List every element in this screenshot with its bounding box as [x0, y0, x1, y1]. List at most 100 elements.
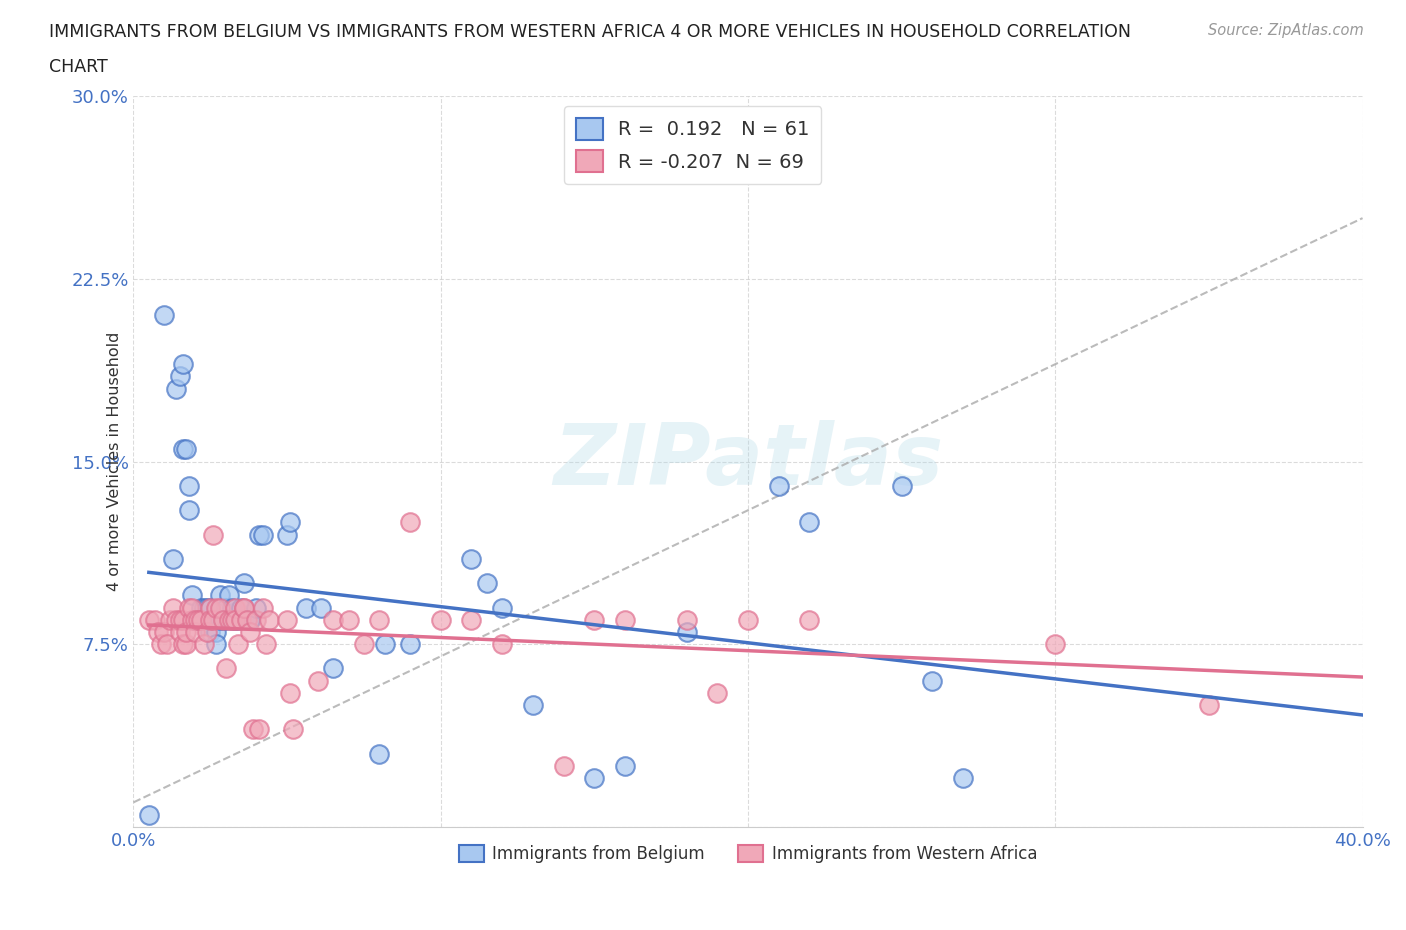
Point [737, 612, 759, 627]
Point [233, 600, 256, 615]
Point [180, 588, 202, 603]
Point [553, 758, 575, 773]
Point [890, 478, 912, 493]
Point [252, 600, 274, 615]
Point [337, 612, 360, 627]
Point [177, 600, 200, 615]
Point [368, 612, 391, 627]
Point [202, 612, 225, 627]
Legend: Immigrants from Belgium, Immigrants from Western Africa: Immigrants from Belgium, Immigrants from… [453, 838, 1043, 870]
Point [294, 600, 316, 615]
Point [921, 673, 943, 688]
Point [200, 612, 222, 627]
Point [675, 625, 697, 640]
Point [202, 612, 225, 627]
Point [190, 600, 212, 615]
Point [153, 308, 176, 323]
Point [200, 600, 222, 615]
Point [307, 673, 329, 688]
Point [159, 612, 181, 627]
Point [239, 612, 262, 627]
Point [224, 612, 246, 627]
Point [224, 600, 246, 615]
Point [229, 600, 252, 615]
Point [200, 600, 222, 615]
Point [221, 612, 243, 627]
Point [614, 758, 637, 773]
Point [202, 527, 225, 542]
Point [205, 600, 228, 615]
Point [208, 612, 231, 627]
Text: IMMIGRANTS FROM BELGIUM VS IMMIGRANTS FROM WESTERN AFRICA 4 OR MORE VEHICLES IN : IMMIGRANTS FROM BELGIUM VS IMMIGRANTS FR… [49, 23, 1132, 41]
Point [187, 612, 209, 627]
Point [169, 625, 191, 640]
Point [675, 612, 697, 627]
Point [162, 551, 184, 566]
Point [368, 746, 391, 761]
Point [768, 478, 790, 493]
Point [257, 612, 280, 627]
Point [153, 625, 176, 640]
Point [799, 515, 821, 530]
Point [706, 685, 728, 700]
Point [172, 637, 194, 652]
Point [242, 722, 264, 737]
Point [184, 612, 207, 627]
Point [491, 637, 513, 652]
Point [276, 612, 298, 627]
Point [322, 661, 344, 676]
Point [245, 600, 267, 615]
Point [460, 551, 482, 566]
Point [475, 576, 498, 591]
Point [218, 612, 240, 627]
Point [252, 527, 274, 542]
Point [193, 600, 215, 615]
Point [184, 612, 207, 627]
Point [1045, 637, 1067, 652]
Point [322, 612, 344, 627]
Point [614, 612, 637, 627]
Point [138, 612, 160, 627]
Point [460, 612, 482, 627]
Point [138, 807, 160, 822]
Point [187, 612, 209, 627]
Point [283, 722, 305, 737]
Point [184, 625, 207, 640]
Point [195, 600, 218, 615]
Point [184, 612, 207, 627]
Point [214, 600, 236, 615]
Point [193, 637, 215, 652]
Point [226, 612, 249, 627]
Point [233, 612, 256, 627]
Point [399, 637, 422, 652]
Point [309, 600, 332, 615]
Point [239, 612, 262, 627]
Point [162, 600, 184, 615]
Point [166, 381, 188, 396]
Point [208, 600, 231, 615]
Point [156, 637, 179, 652]
Point [799, 612, 821, 627]
Point [172, 612, 194, 627]
Point [214, 612, 236, 627]
Point [211, 612, 233, 627]
Point [200, 625, 222, 640]
Point [278, 515, 301, 530]
Point [166, 612, 188, 627]
Point [174, 637, 197, 652]
Point [254, 637, 277, 652]
Point [190, 612, 212, 627]
Point [583, 612, 606, 627]
Point [214, 661, 236, 676]
Point [278, 685, 301, 700]
Point [236, 612, 259, 627]
Point [211, 612, 233, 627]
Point [150, 637, 173, 652]
Point [174, 625, 197, 640]
Point [1198, 698, 1220, 712]
Y-axis label: 4 or more Vehicles in Household: 4 or more Vehicles in Household [107, 332, 122, 591]
Point [208, 588, 231, 603]
Point [583, 771, 606, 786]
Point [249, 722, 271, 737]
Point [952, 771, 974, 786]
